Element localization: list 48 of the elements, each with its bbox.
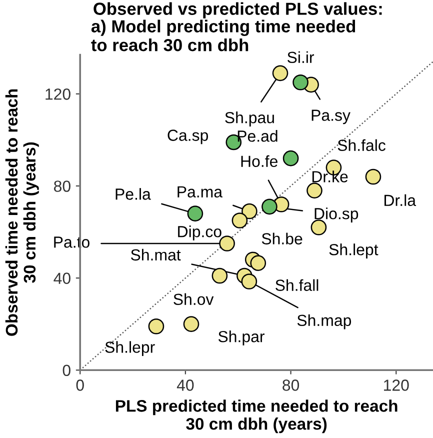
point — [241, 274, 258, 290]
chart-title: Observed vs predicted PLS values: — [94, 2, 382, 18]
x-axis-title: PLS predicted time needed to reach 30 cm dbh (years) — [116, 400, 398, 434]
annotation: Sh.ov — [174, 293, 214, 306]
y-tick-label: 40 — [54, 272, 70, 284]
x-tick-label: 120 — [384, 380, 409, 391]
x-tick-label: 40 — [176, 380, 194, 391]
point — [282, 150, 299, 166]
annotation: Sh.lepr — [105, 341, 155, 356]
annotation: Sh.fall — [276, 279, 318, 291]
annotation: Si.ir — [288, 51, 314, 64]
point — [272, 65, 288, 82]
point — [232, 212, 248, 228]
y-tick-label: 0 — [62, 364, 70, 376]
annotation: Pa.ma — [178, 186, 223, 198]
annotation: Sh.mat — [130, 248, 181, 261]
annotation: Pe.la — [116, 188, 151, 200]
y-axis-title: Observed time needed to reach 30 cm dbh (years) — [5, 89, 39, 336]
point — [306, 182, 322, 198]
annotation: Sh.lept — [329, 244, 378, 258]
point — [148, 318, 164, 334]
annotation: Sh.par — [218, 330, 265, 346]
annotation: Dr.la — [384, 194, 416, 206]
point — [212, 268, 228, 284]
annotation: Pa.to — [54, 236, 90, 248]
annotation: Sh.be — [262, 232, 302, 244]
annotation: Ca.sp — [168, 130, 208, 144]
annotation: Sh.pau — [225, 112, 274, 126]
annotation: Sh.map — [297, 314, 352, 330]
annotation: Sh.falc — [338, 139, 386, 151]
y-tick-label: 80 — [54, 180, 70, 192]
point — [292, 74, 308, 90]
annotation: Dip.co — [178, 226, 222, 240]
annotation: Dr.ke — [312, 170, 348, 182]
annotation: Pe.ad — [238, 130, 278, 142]
annotation: Pa.sy — [312, 110, 350, 124]
x-tick-label: 0 — [76, 380, 84, 391]
point — [262, 198, 278, 215]
annotation: Dio.sp — [314, 208, 358, 222]
annotation: Ho.fe — [241, 155, 278, 167]
x-tick-label: 80 — [282, 380, 300, 391]
chart-subtitle: a) Model predicting time needed to reach 30 cm dbh — [91, 20, 356, 52]
point — [365, 168, 382, 185]
point — [242, 203, 258, 220]
point — [183, 316, 200, 332]
point — [187, 206, 204, 222]
y-tick-label: 120 — [46, 88, 70, 100]
point — [250, 255, 266, 271]
